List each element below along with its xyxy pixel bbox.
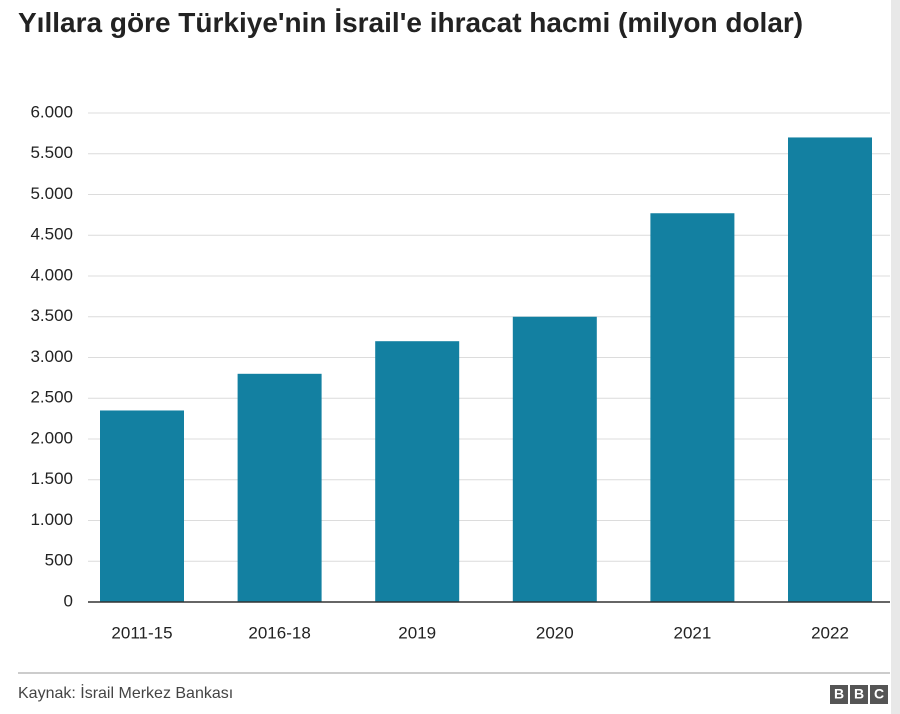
y-tick-label: 5.500 <box>30 143 73 162</box>
y-tick-label: 2.500 <box>30 388 73 407</box>
x-tick-label: 2020 <box>536 623 574 642</box>
x-tick-label: 2019 <box>398 623 436 642</box>
y-tick-label: 4.500 <box>30 225 73 244</box>
x-tick-label: 2022 <box>811 623 849 642</box>
y-tick-label: 3.500 <box>30 306 73 325</box>
logo-letter: B <box>834 686 844 702</box>
logo-box <box>870 685 888 704</box>
x-tick-label: 2021 <box>673 623 711 642</box>
bar <box>788 137 872 602</box>
source: Kaynak: İsrail Merkez Bankası <box>18 683 233 702</box>
logo-letter: B <box>854 686 864 702</box>
x-tick-label: 2011-15 <box>111 623 172 642</box>
logo-letter: C <box>874 686 884 702</box>
y-tick-label: 0 <box>64 591 73 610</box>
y-tick-label: 5.000 <box>30 184 73 203</box>
logo-box <box>830 685 848 704</box>
y-tick-label: 2.000 <box>30 428 73 447</box>
bar <box>512 316 597 602</box>
y-tick-label: 4.000 <box>30 265 73 284</box>
x-tick-label: 2016-18 <box>248 623 310 642</box>
bar <box>650 213 735 602</box>
y-tick-label: 6.000 <box>30 102 73 121</box>
y-tick-label: 3.000 <box>30 347 73 366</box>
y-tick-label: 1.500 <box>30 469 73 488</box>
chart-title: Yıllara göre Türkiye'nin İsrail'e ihraca… <box>18 7 804 38</box>
edge <box>891 0 900 714</box>
bar <box>375 341 460 602</box>
bar <box>100 410 184 602</box>
logo-box <box>850 685 868 704</box>
bar <box>237 373 322 602</box>
y-tick-label: 1.000 <box>30 510 73 529</box>
y-tick-label: 500 <box>45 551 73 570</box>
